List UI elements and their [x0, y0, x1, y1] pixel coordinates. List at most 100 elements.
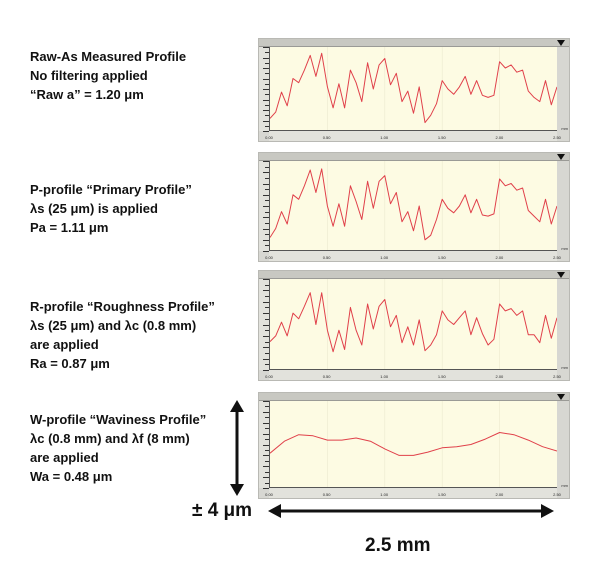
y-tick	[265, 211, 269, 213]
y-tick	[265, 352, 269, 354]
x-unit-label: mm	[561, 365, 568, 370]
y-tick	[265, 52, 269, 54]
y-tick	[263, 433, 269, 435]
plot-area	[269, 401, 557, 488]
y-tick	[263, 370, 269, 371]
y-tick	[265, 330, 269, 332]
y-tick	[263, 411, 269, 413]
chart-toolbar	[259, 271, 569, 279]
dropdown-triangle-icon[interactable]	[557, 154, 565, 160]
label-line: Pa = 1.11 μm	[30, 220, 109, 235]
x-tick-label: 1.00	[380, 135, 389, 140]
x-tick-label: 1.00	[380, 492, 389, 497]
y-tick	[263, 183, 269, 185]
y-tick	[263, 335, 269, 337]
y-tick	[265, 94, 269, 96]
x-tick-label: 1.50	[437, 255, 446, 260]
label-line: λs (25 μm) is applied	[30, 201, 158, 216]
y-tick	[265, 104, 269, 106]
label-line: are applied	[30, 450, 99, 465]
plot-area	[269, 279, 557, 370]
profile-line	[270, 401, 557, 488]
x-tick-label: 2.00	[495, 492, 504, 497]
profile-line	[270, 47, 557, 131]
y-tick	[263, 290, 269, 292]
y-tick	[263, 466, 269, 468]
y-axis	[259, 161, 269, 252]
y-tick	[263, 47, 269, 48]
y-tick	[265, 307, 269, 309]
y-tick	[263, 358, 269, 360]
y-tick	[263, 228, 269, 230]
label-line: are applied	[30, 337, 99, 352]
y-tick	[265, 234, 269, 236]
y-tick	[265, 189, 269, 191]
y-tick	[265, 166, 269, 168]
y-tick	[263, 78, 269, 80]
y-tick	[265, 482, 269, 484]
y-tick	[265, 341, 269, 343]
y-tick	[265, 471, 269, 473]
y-tick	[265, 83, 269, 85]
y-axis	[259, 401, 269, 489]
x-tick-label: 2.50	[553, 374, 561, 379]
profile-line	[270, 279, 557, 370]
dropdown-triangle-icon[interactable]	[557, 40, 565, 46]
x-tick-label: 1.50	[437, 374, 446, 379]
dropdown-triangle-icon[interactable]	[557, 272, 565, 278]
x-axis: 0.00 0.50 1.00 1.50 2.00 2.50	[265, 130, 561, 141]
y-tick	[263, 239, 269, 241]
label-line: Wa = 0.48 μm	[30, 469, 113, 484]
x-tick-label: 2.50	[553, 135, 561, 140]
y-tick	[265, 125, 269, 127]
y-tick	[265, 449, 269, 451]
y-tick	[265, 245, 269, 247]
x-tick-label: 0.00	[265, 135, 273, 140]
y-tick	[263, 120, 269, 122]
x-unit-label: mm	[561, 126, 568, 131]
y-tick	[263, 172, 269, 174]
y-tick	[265, 428, 269, 430]
y-tick	[263, 488, 269, 489]
y-tick	[263, 422, 269, 424]
x-unit-label: mm	[561, 483, 568, 488]
y-tick	[263, 347, 269, 349]
y-tick	[265, 115, 269, 117]
x-tick-label: 0.50	[322, 374, 331, 379]
label-line: Raw-As Measured Profile	[30, 49, 187, 64]
chart-toolbar	[259, 393, 569, 401]
x-tick-label: 2.00	[495, 374, 504, 379]
y-tick	[265, 296, 269, 298]
y-tick	[265, 200, 269, 202]
chart-toolbar	[259, 153, 569, 161]
dropdown-triangle-icon[interactable]	[557, 394, 565, 400]
label-line: P-profile “Primary Profile”	[30, 182, 192, 197]
y-tick	[265, 284, 269, 286]
label-line: λc (0.8 mm) and λf (8 mm)	[30, 431, 190, 446]
y-tick	[263, 401, 269, 402]
x-tick-label: 1.50	[437, 135, 446, 140]
y-tick	[263, 131, 269, 132]
roughness-profile-label: R-profile “Roughness Profile” λs (25 μm)…	[30, 297, 215, 373]
plot-area	[269, 47, 557, 131]
primary-profile-chart: 0.00 0.50 1.00 1.50 2.00 2.50 mm	[258, 152, 570, 262]
plot-area	[269, 161, 557, 251]
y-tick	[263, 301, 269, 303]
y-tick	[263, 251, 269, 252]
y-tick	[265, 406, 269, 408]
y-tick	[265, 460, 269, 462]
y-tick	[263, 444, 269, 446]
label-line: R-profile “Roughness Profile”	[30, 299, 215, 314]
y-axis	[259, 279, 269, 371]
waviness-profile-chart: 0.00 0.50 1.00 1.50 2.00 2.50 mm	[258, 392, 570, 499]
y-tick	[265, 364, 269, 366]
label-line: W-profile “Waviness Profile”	[30, 412, 207, 427]
x-tick-label: 1.00	[380, 255, 389, 260]
y-tick	[265, 417, 269, 419]
label-line: Ra = 0.87 μm	[30, 356, 110, 371]
x-axis: 0.00 0.50 1.00 1.50 2.00 2.50	[265, 487, 561, 498]
y-tick	[263, 99, 269, 101]
label-line: No filtering applied	[30, 68, 148, 83]
y-tick	[263, 89, 269, 90]
y-tick	[263, 161, 269, 162]
